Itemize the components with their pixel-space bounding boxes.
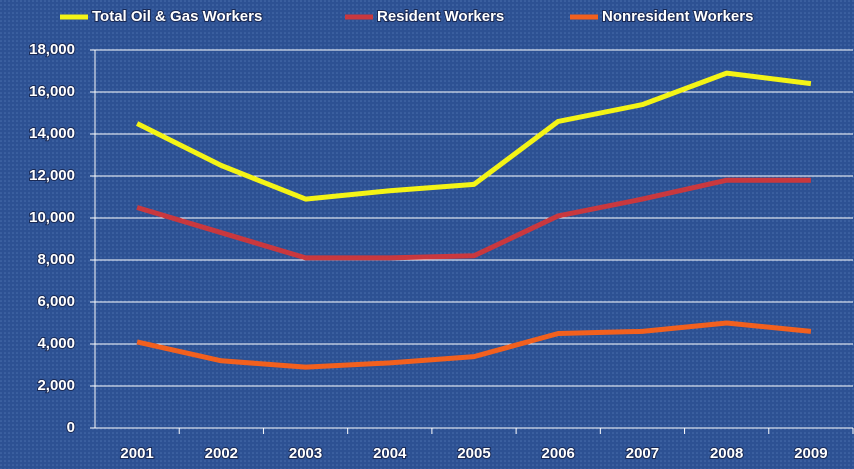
legend-label: Total Oil & Gas Workers bbox=[92, 8, 262, 25]
x-tick-label: 2003 bbox=[289, 445, 322, 462]
y-tick-label: 10,000 bbox=[29, 209, 75, 226]
y-tick-label: 12,000 bbox=[29, 167, 75, 184]
legend-label: Resident Workers bbox=[377, 8, 504, 25]
y-tick-label: 14,000 bbox=[29, 125, 75, 142]
series-line bbox=[136, 177, 811, 261]
series-line bbox=[136, 320, 812, 370]
x-tick-label: 2008 bbox=[710, 445, 743, 462]
y-tick-label: 4,000 bbox=[37, 335, 75, 352]
y-tick-label: 2,000 bbox=[37, 377, 75, 394]
legend-label: Nonresident Workers bbox=[602, 8, 753, 25]
x-tick-label: 2006 bbox=[542, 445, 575, 462]
y-tick-label: 18,000 bbox=[29, 41, 75, 58]
x-tick-label: 2005 bbox=[457, 445, 490, 462]
x-tick-label: 2009 bbox=[794, 445, 827, 462]
x-tick-label: 2007 bbox=[626, 445, 659, 462]
y-tick-label: 8,000 bbox=[37, 251, 75, 268]
x-tick-label: 2004 bbox=[373, 445, 407, 462]
y-tick-label: 16,000 bbox=[29, 83, 75, 100]
y-tick-label: 0 bbox=[67, 419, 75, 436]
x-tick-label: 2002 bbox=[205, 445, 238, 462]
series-line bbox=[135, 70, 812, 202]
y-tick-label: 6,000 bbox=[37, 293, 75, 310]
x-tick-label: 2001 bbox=[120, 445, 153, 462]
